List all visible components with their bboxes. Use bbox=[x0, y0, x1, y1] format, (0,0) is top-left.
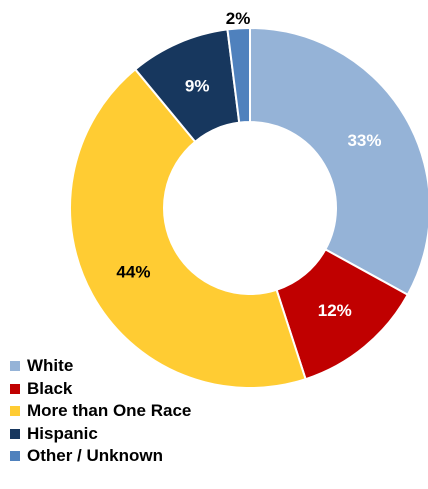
legend-swatch-black bbox=[10, 383, 20, 394]
legend-swatch-more-than-one-race bbox=[10, 406, 20, 417]
data-label-more-than-one-race: 44% bbox=[116, 263, 150, 282]
legend-label-more-than-one-race: More than One Race bbox=[27, 401, 192, 421]
data-label-white: 33% bbox=[347, 131, 381, 150]
legend-item-white: White bbox=[10, 355, 191, 378]
legend-label-white: White bbox=[27, 356, 74, 376]
data-label-hispanic: 9% bbox=[185, 76, 210, 95]
legend-item-more-than-one-race: More than One Race bbox=[10, 400, 191, 423]
slice-more-than-one-race bbox=[69, 67, 307, 389]
legend-item-other-unknown: Other / Unknown bbox=[10, 445, 191, 468]
legend-label-hispanic: Hispanic bbox=[27, 423, 98, 443]
data-labels: 33% 12% 44% 9% 2% bbox=[116, 9, 381, 320]
legend-item-black: Black bbox=[10, 378, 191, 401]
slice-other-unknown bbox=[226, 26, 251, 124]
data-label-other-unknown: 2% bbox=[226, 9, 251, 28]
slice-white bbox=[249, 26, 428, 297]
data-label-black: 12% bbox=[318, 301, 352, 320]
legend-label-other-unknown: Other / Unknown bbox=[27, 446, 163, 466]
legend-item-hispanic: Hispanic bbox=[10, 423, 191, 446]
legend-swatch-other-unknown bbox=[10, 451, 20, 462]
legend-swatch-hispanic bbox=[10, 428, 20, 439]
legend: White Black More than One Race Hispanic … bbox=[10, 355, 191, 468]
donut-slices bbox=[69, 26, 428, 389]
legend-label-black: Black bbox=[27, 378, 73, 398]
legend-swatch-white bbox=[10, 361, 20, 372]
